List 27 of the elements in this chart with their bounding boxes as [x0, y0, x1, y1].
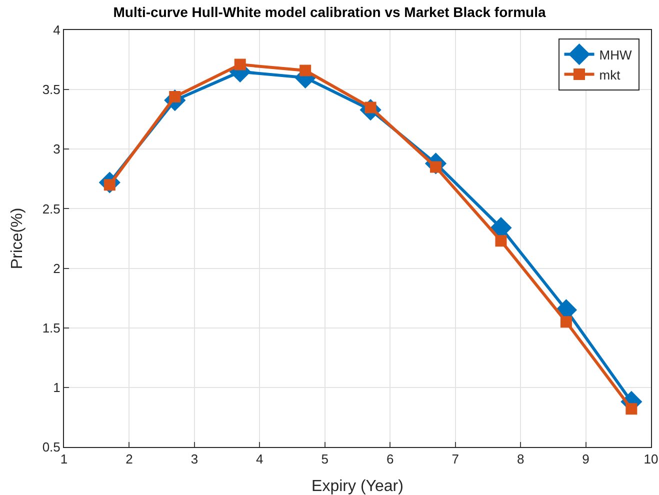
x-tick-label: 2: [126, 452, 133, 467]
y-tick-label: 3: [53, 142, 60, 157]
x-tick-label: 5: [321, 452, 329, 467]
legend-label: mkt: [599, 67, 621, 82]
x-tick-label: 6: [386, 452, 394, 467]
y-axis-title: Price(%): [9, 208, 26, 270]
x-tick-label: 9: [582, 452, 590, 467]
x-tick-label: 3: [190, 452, 198, 467]
point: [626, 403, 638, 415]
y-tick-label: 2.5: [42, 201, 60, 216]
y-tick-label: 1.5: [42, 320, 60, 336]
x-axis-title: Expiry (Year): [312, 478, 404, 495]
y-tick-label: 2: [53, 260, 60, 276]
x-tick-label: 7: [452, 452, 459, 467]
y-tick-label: 1: [53, 380, 60, 395]
point: [300, 64, 312, 76]
chart-title: Multi-curve Hull-White model calibration vs Market Black formula: [113, 4, 546, 20]
x-tick-label: 8: [516, 452, 524, 467]
y-tick-label: 3.5: [42, 82, 60, 98]
x-tick-label: 10: [644, 452, 658, 467]
legend-label: MHW: [599, 47, 632, 62]
point: [495, 235, 507, 247]
y-tick-label: 0.5: [42, 440, 60, 455]
point: [234, 58, 246, 70]
x-tick-label: 4: [256, 452, 264, 467]
y-tick-label: 4: [53, 22, 60, 38]
point: [560, 316, 572, 328]
